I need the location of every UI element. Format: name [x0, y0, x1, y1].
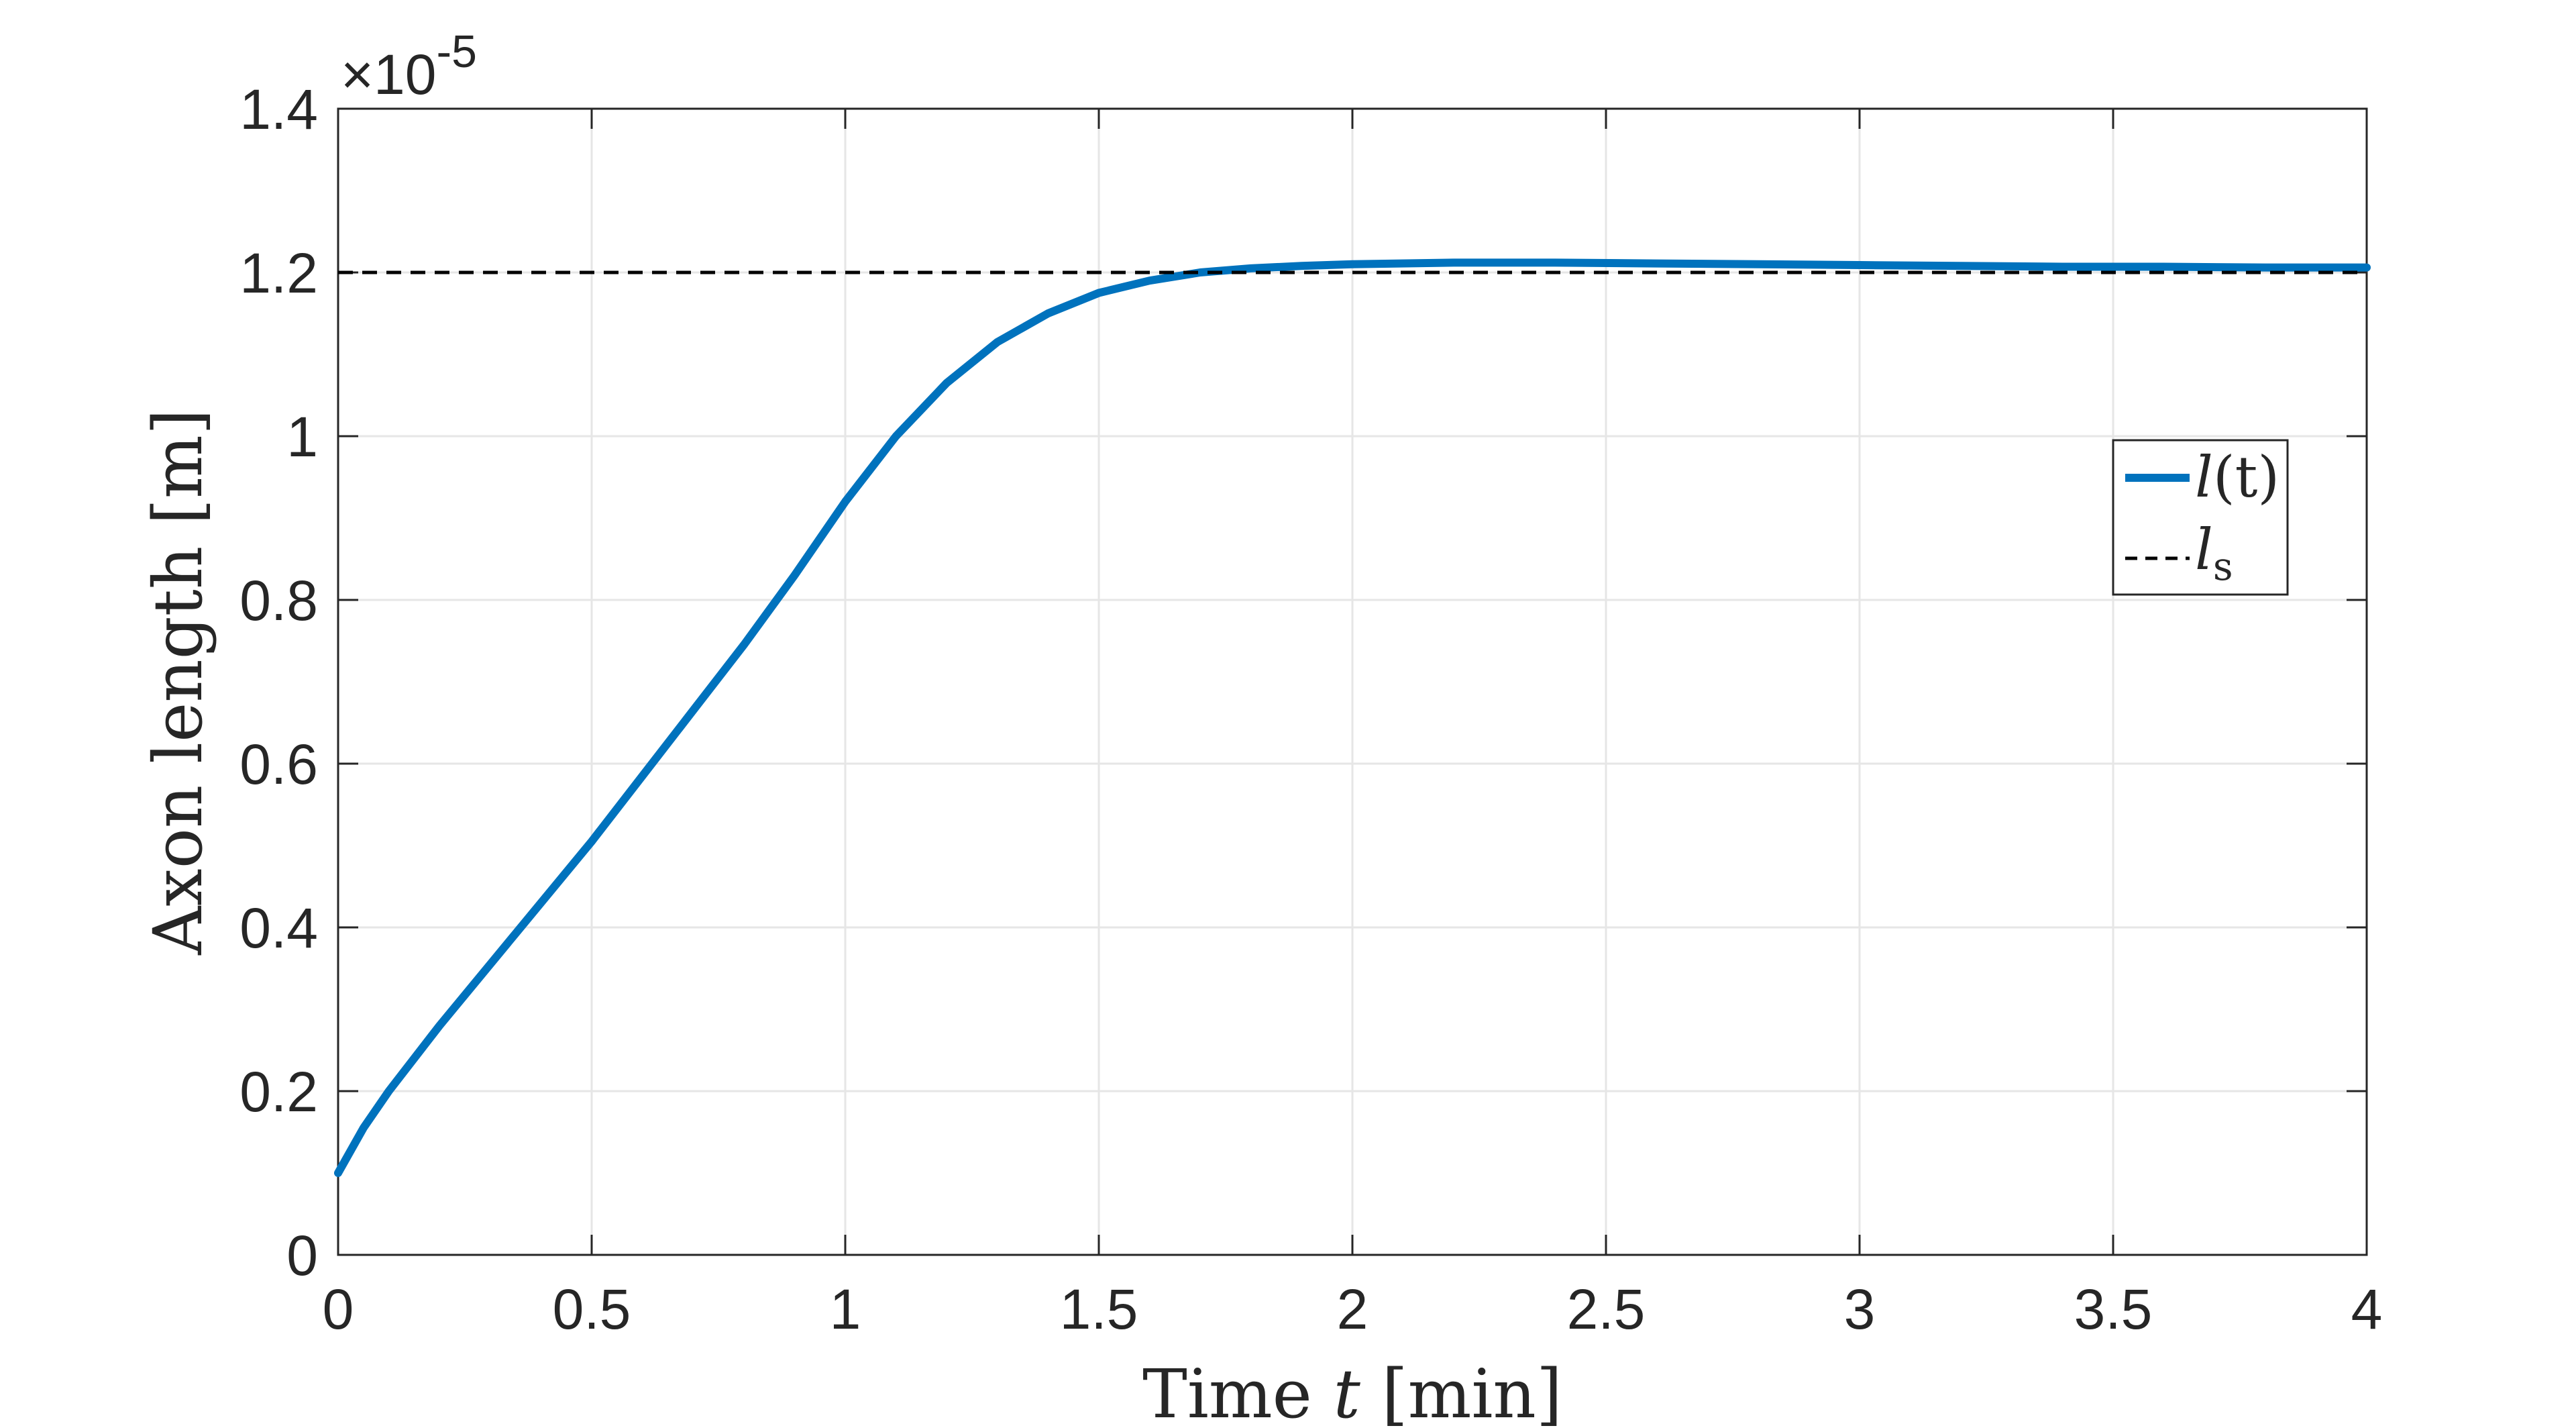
y-tick-label: 0.2 — [239, 1060, 318, 1123]
series-line-l-t — [334, 258, 2371, 1177]
series-layer — [334, 258, 2371, 1177]
y-tick-label: 0.6 — [239, 733, 318, 796]
y-tick-label: 0 — [286, 1224, 318, 1287]
y-exponent-base: ×10 — [341, 43, 437, 106]
legend-label-l-t-arg: (t) — [2213, 444, 2279, 510]
x-tick-label: 0.5 — [553, 1278, 631, 1341]
x-tick-label: 1 — [830, 1278, 861, 1341]
y-tick-label: 0.4 — [239, 897, 318, 960]
legend: l(t) ls — [2112, 439, 2289, 596]
x-axis-label: Time t [min] — [1142, 1355, 1562, 1428]
x-axis-label-prefix: Time — [1142, 1355, 1333, 1428]
y-tick-label: 1 — [286, 405, 318, 468]
legend-label-l-t-main: l — [2195, 444, 2213, 510]
y-tick-label: 1.2 — [239, 242, 318, 305]
legend-label-l-s-main: l — [2195, 517, 2213, 582]
x-tick-label: 3.5 — [2074, 1278, 2153, 1341]
y-axis-label: Axon length [m] — [139, 409, 217, 956]
x-tick-label: 3 — [1844, 1278, 1876, 1341]
x-tick-label: 0 — [323, 1278, 354, 1341]
legend-label-l-s-sub: s — [2213, 544, 2233, 589]
legend-label-l-s: ls — [2195, 517, 2233, 589]
ticks: 0 0.5 1 1.5 2 2.5 3 3.5 4 0 0.2 0.4 0.6 0.8 1 1.2 1.4 — [239, 78, 2382, 1341]
legend-box — [2112, 439, 2289, 596]
y-tick-label: 1.4 — [239, 78, 318, 141]
y-tick-label: 0.8 — [239, 569, 318, 632]
y-exponent-label: ×10-5 — [341, 26, 477, 106]
y-axis-label-unit: [m] — [139, 409, 217, 525]
x-tick-label: 4 — [2351, 1278, 2383, 1341]
x-axis-label-suffix: [min] — [1360, 1355, 1562, 1428]
legend-label-l-t: l(t) — [2195, 444, 2279, 510]
x-axis-label-variable: t — [1334, 1355, 1361, 1428]
x-tick-label: 2 — [1337, 1278, 1368, 1341]
x-tick-label: 1.5 — [1060, 1278, 1138, 1341]
y-exponent-power: -5 — [437, 26, 477, 77]
x-tick-label: 2.5 — [1567, 1278, 1646, 1341]
y-axis-label-prefix: Axon length — [139, 525, 217, 956]
